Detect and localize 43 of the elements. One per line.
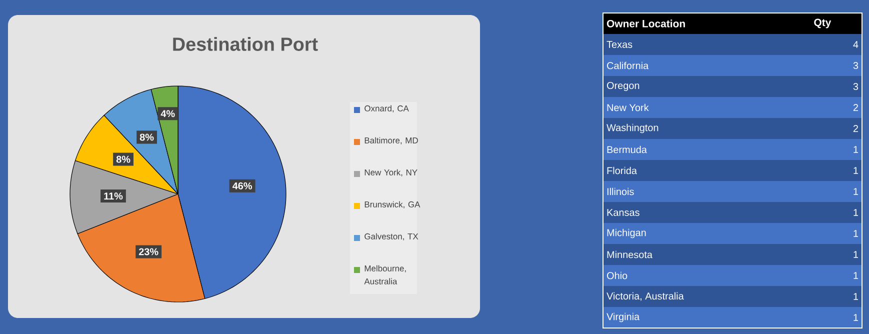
category-label: New York (607, 104, 649, 112)
chart-title: Destination Port (173, 37, 318, 51)
legend-label: Baltimore, MD (364, 137, 418, 144)
data-label: 2 (853, 104, 858, 111)
category-label: California (607, 62, 649, 70)
data-label: 1 (854, 188, 858, 195)
data-label: 11% (104, 192, 123, 200)
data-label: 3 (853, 62, 858, 70)
category-label: Kansas (607, 209, 640, 216)
data-label: 1 (854, 209, 858, 216)
category-label: Florida (607, 166, 637, 174)
category-label: Washington (606, 124, 658, 134)
data-label: 23% (138, 248, 158, 256)
data-label: 8% (116, 156, 130, 163)
category-label: Victoria, Australia (606, 292, 684, 301)
text: Qty (814, 18, 832, 28)
legend-label: Oxnard, CA (364, 105, 409, 112)
category-label: Oregon (606, 82, 640, 92)
data-label: 3 (853, 82, 858, 90)
legend-label: Galveston, TX (364, 233, 418, 240)
text: Owner Location (606, 20, 685, 28)
data-label: 1 (854, 146, 858, 153)
category-label: Illinois (607, 188, 634, 196)
data-label: 1 (854, 314, 858, 321)
data-label: 8% (140, 134, 154, 141)
data-label: 2 (853, 125, 858, 132)
legend-label: New York, NY (364, 169, 418, 176)
data-label: 1 (854, 167, 858, 174)
category-label: Ohio (606, 272, 628, 280)
category-label: Minnesota (607, 250, 652, 258)
legend-label: Melbourne, Australia (364, 265, 406, 284)
data-label: 1 (854, 293, 858, 300)
category-label: Virginia (606, 312, 640, 322)
data-label: 4 (853, 41, 858, 48)
data-label: 46% (232, 182, 252, 190)
data-label: 4% (160, 110, 175, 118)
data-label: 1 (854, 251, 858, 258)
category-label: Texas (606, 41, 632, 48)
category-label: Bermuda (607, 146, 647, 154)
data-label: 1 (854, 272, 858, 279)
category-label: Michigan (607, 228, 646, 238)
data-label: 1 (854, 230, 858, 237)
legend-label: Brunswick, GA (364, 201, 420, 208)
